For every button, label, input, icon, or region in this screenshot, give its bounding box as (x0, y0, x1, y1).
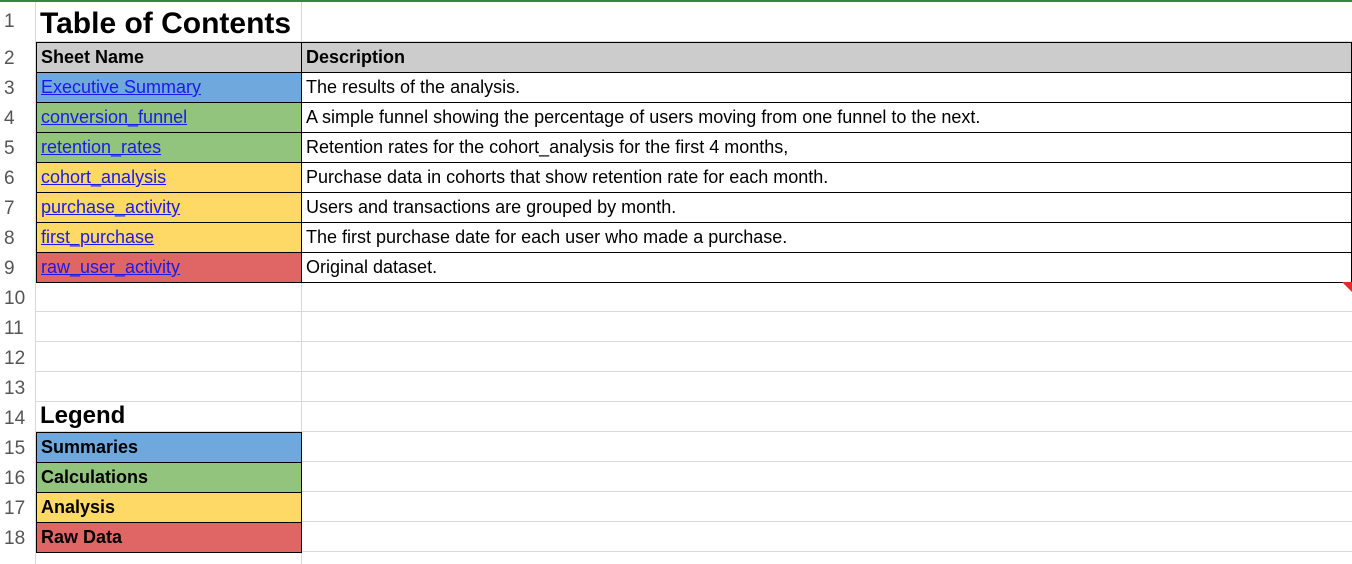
grid-line-horizontal (0, 371, 1352, 372)
description-cell[interactable]: Retention rates for the cohort_analysis … (301, 132, 1352, 163)
description-cell[interactable]: Original dataset. (301, 252, 1352, 283)
grid-line-vertical (301, 2, 302, 564)
row-number[interactable]: 7 (4, 198, 15, 219)
row-number-column: 1 2 3 4 5 6 7 8 9 10 11 12 13 14 15 16 17 18 (0, 2, 35, 564)
sheet-link[interactable]: cohort_analysis (41, 167, 167, 187)
sheet-link-cell[interactable]: conversion_funnel (36, 102, 302, 133)
grid-line-horizontal (0, 521, 1352, 522)
sheet-link-cell[interactable]: raw_user_activity (36, 252, 302, 283)
grid-line-horizontal (0, 401, 1352, 402)
row-number[interactable]: 9 (4, 258, 15, 279)
sheet-link-cell[interactable]: retention_rates (36, 132, 302, 163)
sheet-link[interactable]: first_purchase (41, 227, 155, 247)
grid-line-horizontal (0, 491, 1352, 492)
sheet-title[interactable]: Table of Contents (40, 7, 292, 40)
row-number[interactable]: 10 (4, 288, 26, 309)
grid-line-horizontal (0, 551, 1352, 552)
grid-line-horizontal (0, 41, 1352, 42)
sheet-link-cell[interactable]: Executive Summary (36, 72, 302, 103)
row-number[interactable]: 5 (4, 138, 15, 159)
description-cell[interactable]: The results of the analysis. (301, 72, 1352, 103)
legend-title[interactable]: Legend (40, 402, 126, 429)
sheet-link[interactable]: conversion_funnel (41, 107, 188, 127)
row-number[interactable]: 15 (4, 438, 26, 459)
sheet-link[interactable]: raw_user_activity (41, 257, 181, 277)
row-number[interactable]: 18 (4, 528, 26, 549)
sheet-link[interactable]: Executive Summary (41, 77, 202, 97)
row-number[interactable]: 16 (4, 468, 26, 489)
grid-line-horizontal (0, 311, 1352, 312)
grid-line-horizontal (0, 461, 1352, 462)
sheet-link[interactable]: retention_rates (41, 137, 162, 157)
header-sheet-name[interactable]: Sheet Name (36, 42, 302, 73)
row-number[interactable]: 13 (4, 378, 26, 399)
row-number[interactable]: 14 (4, 408, 26, 429)
description-cell[interactable]: Purchase data in cohorts that show reten… (301, 162, 1352, 193)
legend-item[interactable]: Raw Data (36, 522, 302, 553)
row-number[interactable]: 17 (4, 498, 26, 519)
row-number[interactable]: 3 (4, 78, 15, 99)
description-cell[interactable]: Users and transactions are grouped by mo… (301, 192, 1352, 223)
sheet-link-cell[interactable]: purchase_activity (36, 192, 302, 223)
grid-line-horizontal (0, 341, 1352, 342)
description-cell[interactable]: The first purchase date for each user wh… (301, 222, 1352, 253)
row-number[interactable]: 11 (4, 318, 24, 339)
comment-indicator-icon (1342, 282, 1352, 292)
row-number[interactable]: 1 (4, 11, 15, 32)
sheet-link-cell[interactable]: first_purchase (36, 222, 302, 253)
selection-top-border (0, 0, 1352, 2)
legend-item[interactable]: Analysis (36, 492, 302, 523)
sheet-link-cell[interactable]: cohort_analysis (36, 162, 302, 193)
legend-item[interactable]: Calculations (36, 462, 302, 493)
row-number[interactable]: 12 (4, 348, 26, 369)
row-number[interactable]: 4 (4, 108, 15, 129)
grid-line-horizontal (0, 431, 1352, 432)
header-description[interactable]: Description (301, 42, 1352, 73)
row-number[interactable]: 6 (4, 168, 15, 189)
row-number[interactable]: 2 (4, 48, 15, 69)
sheet-link[interactable]: purchase_activity (41, 197, 181, 217)
description-cell[interactable]: A simple funnel showing the percentage o… (301, 102, 1352, 133)
row-number[interactable]: 8 (4, 228, 15, 249)
legend-item[interactable]: Summaries (36, 432, 302, 463)
grid-line-vertical (35, 2, 36, 564)
